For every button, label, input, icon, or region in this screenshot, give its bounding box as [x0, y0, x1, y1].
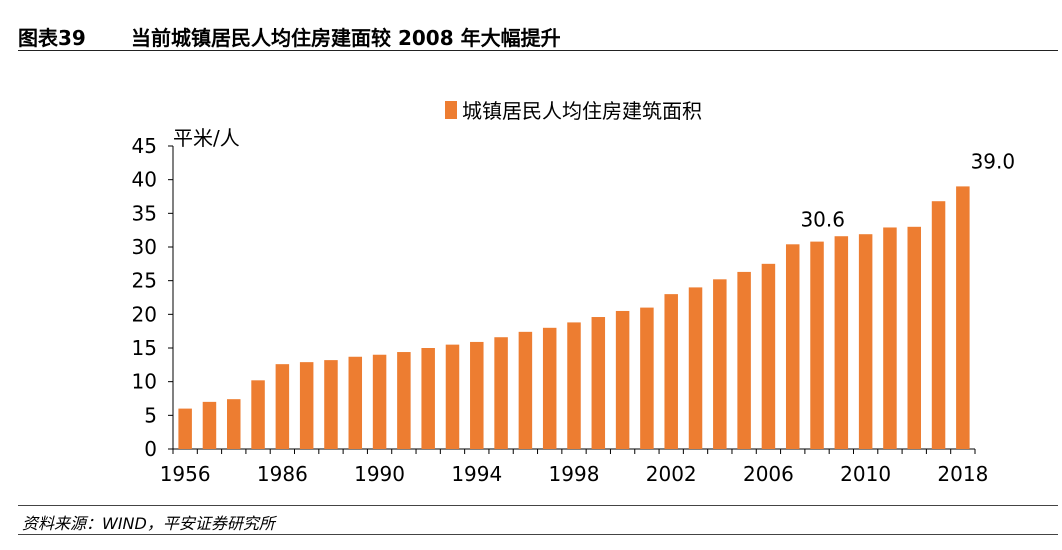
bar-chart: 0 5 10 15 20 25 30 35 40 45 1956 1986 1990 1994 1998 20… — [132, 99, 1016, 486]
bar — [470, 341, 484, 449]
footer-divider-top — [18, 505, 1058, 506]
bar — [397, 352, 411, 449]
legend-label: 城镇居民人均住房建筑面积 — [462, 99, 702, 123]
y-tick-label: 5 — [144, 403, 157, 427]
x-tick-label: 2010 — [840, 462, 891, 486]
bar — [883, 227, 897, 449]
figure-number: 图表39 — [18, 26, 86, 50]
bar — [615, 310, 630, 449]
bar — [518, 331, 533, 449]
y-tick-label: 30 — [132, 235, 157, 259]
bar — [178, 408, 192, 449]
bar — [907, 226, 921, 449]
bar — [858, 234, 873, 449]
x-tick-label: 1986 — [257, 462, 308, 486]
data-label: 30.6 — [800, 207, 845, 231]
bar — [664, 294, 678, 449]
bar — [251, 380, 265, 449]
footer-divider-bottom — [18, 534, 1058, 535]
figure-title: 当前城镇居民人均住房建面较 2008 年大幅提升 — [131, 26, 561, 50]
bar — [299, 362, 314, 449]
bar — [834, 236, 849, 449]
bar — [202, 401, 217, 449]
y-tick-label: 20 — [132, 302, 157, 326]
bar — [372, 354, 387, 449]
header-divider — [18, 50, 1058, 51]
bar — [445, 344, 460, 449]
bar — [785, 244, 800, 449]
x-tick-label: 2018 — [937, 462, 988, 486]
bar — [542, 327, 557, 449]
bar — [713, 279, 727, 449]
x-tick-label: 1998 — [549, 462, 600, 486]
x-tick-label: 1956 — [160, 462, 211, 486]
bar — [810, 241, 824, 449]
y-tick-label: 40 — [132, 168, 157, 192]
y-axis-unit-label: 平米/人 — [173, 126, 240, 150]
bar — [324, 360, 338, 449]
bar — [275, 364, 290, 449]
bar — [348, 356, 363, 449]
bar — [227, 399, 241, 449]
y-tick-label: 45 — [132, 134, 157, 158]
bar — [688, 287, 703, 449]
bar — [737, 271, 751, 449]
x-tick-label: 2006 — [743, 462, 794, 486]
bar — [421, 348, 435, 449]
y-tick-label: 25 — [132, 269, 157, 293]
source-note: 资料来源：WIND，平安证券研究所 — [22, 514, 275, 533]
bar — [494, 337, 508, 449]
bar — [567, 322, 581, 449]
x-tick-label: 1994 — [451, 462, 502, 486]
figure-header: 图表39 当前城镇居民人均住房建面较 2008 年大幅提升 — [18, 22, 1058, 52]
bar — [640, 307, 654, 449]
data-label: 39.0 — [971, 149, 1016, 173]
x-tick-label: 2002 — [646, 462, 697, 486]
y-tick-label: 15 — [132, 336, 157, 360]
y-tick-label: 0 — [144, 437, 157, 461]
bar — [591, 317, 606, 449]
legend-swatch — [445, 101, 457, 119]
x-tick-label: 1990 — [354, 462, 405, 486]
bar — [956, 186, 970, 449]
y-tick-label: 10 — [132, 370, 157, 394]
y-tick-label: 35 — [132, 201, 157, 225]
bar — [761, 263, 776, 449]
bar — [931, 201, 946, 449]
